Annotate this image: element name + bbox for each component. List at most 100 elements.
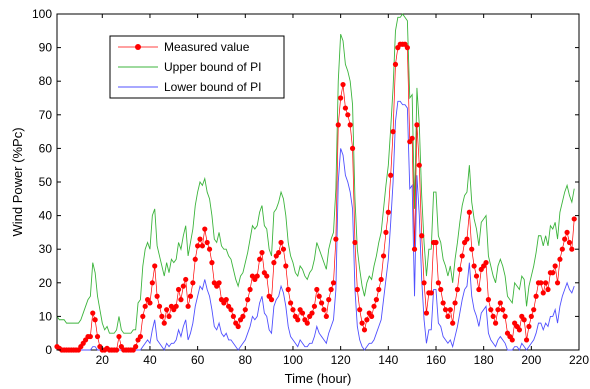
measured-point bbox=[345, 112, 351, 118]
measured-point bbox=[183, 276, 189, 283]
measured-point bbox=[435, 280, 441, 286]
measured-point bbox=[357, 307, 363, 313]
y-axis-ticks: 0 10 20 30 40 50 60 70 80 90 100 bbox=[32, 7, 579, 357]
measured-point bbox=[178, 297, 184, 303]
measured-point bbox=[192, 256, 198, 262]
measured-point bbox=[485, 297, 492, 303]
measured-point bbox=[195, 243, 201, 249]
measured-point bbox=[287, 300, 294, 306]
measured-point bbox=[347, 122, 353, 128]
measured-point bbox=[509, 337, 515, 343]
measured-point bbox=[199, 243, 205, 249]
measured-point bbox=[364, 317, 370, 323]
measured-point bbox=[268, 297, 275, 303]
measured-point bbox=[216, 280, 222, 286]
measured-point bbox=[371, 303, 377, 309]
measured-point bbox=[442, 307, 449, 313]
measured-point bbox=[361, 327, 368, 333]
lower-bound-series bbox=[57, 100, 575, 351]
measured-point bbox=[392, 61, 399, 67]
measured-point bbox=[459, 253, 465, 259]
measured-point bbox=[254, 273, 260, 279]
y-tick-label: 90 bbox=[39, 41, 53, 55]
measured-point bbox=[378, 276, 384, 283]
measured-point bbox=[497, 300, 503, 306]
measured-point bbox=[166, 313, 172, 319]
measured-point bbox=[314, 286, 320, 293]
measured-point bbox=[299, 310, 306, 316]
measured-point bbox=[276, 249, 282, 256]
measured-point bbox=[385, 209, 391, 215]
measured-point bbox=[469, 246, 475, 252]
measured-point bbox=[87, 333, 93, 340]
measured-point bbox=[569, 246, 575, 252]
measured-point bbox=[204, 239, 210, 246]
measured-point bbox=[316, 293, 322, 299]
measured-point bbox=[359, 320, 365, 326]
measured-point bbox=[457, 266, 463, 272]
measured-point bbox=[416, 162, 422, 168]
measured-point bbox=[349, 145, 356, 151]
measured-point bbox=[466, 209, 472, 215]
measured-point bbox=[240, 313, 246, 319]
legend: Measured value Upper bound of PI Lower b… bbox=[109, 35, 285, 99]
measured-point bbox=[206, 246, 213, 252]
measured-point bbox=[228, 307, 234, 313]
x-tick-label: 220 bbox=[569, 353, 589, 367]
measured-point bbox=[326, 297, 332, 303]
measured-point bbox=[454, 286, 461, 293]
measured-point bbox=[554, 280, 561, 286]
measured-point bbox=[259, 249, 265, 256]
measured-point bbox=[285, 286, 291, 293]
measured-point bbox=[113, 347, 120, 353]
measured-series bbox=[54, 41, 577, 353]
measured-point bbox=[523, 337, 530, 343]
measured-point bbox=[161, 320, 167, 326]
measured-point bbox=[445, 313, 451, 319]
measured-point bbox=[159, 313, 165, 319]
measured-point bbox=[323, 313, 329, 319]
measured-point bbox=[280, 246, 287, 252]
measured-point bbox=[271, 260, 277, 266]
x-tick-label: 20 bbox=[96, 353, 110, 367]
measured-point bbox=[495, 307, 501, 313]
measured-point bbox=[133, 344, 139, 350]
measured-point bbox=[540, 290, 546, 296]
measured-point bbox=[354, 286, 360, 293]
legend-lower-label: Lower bound of PI bbox=[164, 80, 261, 94]
x-axis-ticks: 20 40 60 80 100 120 140 160 180 200 220 bbox=[96, 14, 589, 367]
measured-point bbox=[411, 246, 418, 252]
measured-point bbox=[500, 307, 506, 313]
measured-point bbox=[154, 293, 160, 299]
measured-point bbox=[545, 286, 551, 293]
measured-point bbox=[185, 303, 191, 309]
y-tick-label: 20 bbox=[39, 276, 53, 290]
measured-point bbox=[342, 105, 349, 111]
y-tick-label: 80 bbox=[39, 74, 53, 88]
measured-point bbox=[321, 307, 327, 313]
measured-point bbox=[502, 313, 508, 319]
measured-point bbox=[550, 270, 556, 276]
y-tick-label: 40 bbox=[39, 209, 53, 223]
measured-point bbox=[230, 313, 236, 319]
measured-point bbox=[492, 320, 499, 326]
measured-point bbox=[242, 307, 248, 313]
measured-point bbox=[571, 216, 577, 222]
measured-point bbox=[433, 239, 439, 246]
measured-point bbox=[338, 95, 344, 101]
measured-point bbox=[247, 286, 253, 293]
measured-point bbox=[488, 307, 494, 313]
measured-point bbox=[409, 135, 415, 141]
measured-point bbox=[490, 313, 496, 319]
measured-point bbox=[264, 273, 270, 279]
x-tick-label: 160 bbox=[426, 353, 446, 367]
measured-point bbox=[388, 172, 394, 178]
measured-point bbox=[352, 239, 358, 246]
measured-point bbox=[423, 310, 430, 316]
measured-point bbox=[283, 263, 289, 269]
measured-point bbox=[452, 300, 458, 306]
measured-point bbox=[156, 303, 163, 309]
measured-point bbox=[383, 229, 389, 235]
measured-point bbox=[476, 286, 482, 293]
measured-point bbox=[390, 129, 396, 135]
